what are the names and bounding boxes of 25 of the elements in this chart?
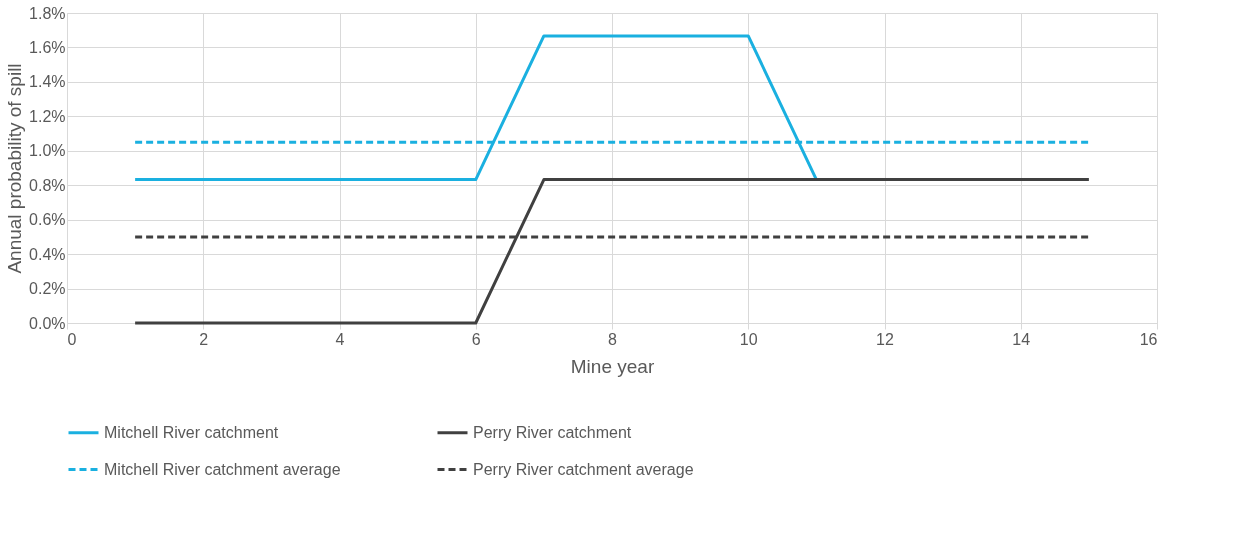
x-tick-label: 12 — [876, 330, 894, 348]
x-tick-label: 6 — [471, 330, 481, 348]
y-tick-label: 1.4% — [29, 73, 66, 91]
x-tick-label: 8 — [608, 330, 618, 348]
y-axis-title: Annual probability of spill — [4, 63, 26, 274]
x-tick-label: 16 — [1139, 330, 1158, 348]
y-tick-label: 1.0% — [29, 142, 66, 160]
y-tick-label: 0.2% — [29, 280, 66, 298]
y-tick-label: 1.8% — [29, 4, 66, 22]
legend-label: Perry River catchment — [473, 423, 632, 441]
y-tick-label: 0.4% — [29, 245, 66, 263]
x-axis-title: Mine year — [570, 355, 655, 377]
y-tick-label: 0.8% — [29, 176, 66, 194]
y-tick-label: 1.2% — [29, 107, 66, 125]
x-tick-label: 14 — [1012, 330, 1031, 348]
y-tick-label: 0.6% — [29, 211, 66, 229]
y-tick-label: 1.6% — [29, 38, 66, 56]
legend-label: Mitchell River catchment average — [104, 460, 341, 478]
y-tick-label: 0.0% — [29, 314, 66, 332]
x-tick-label: 0 — [67, 330, 77, 348]
legend-label: Perry River catchment average — [473, 460, 694, 478]
legend-label: Mitchell River catchment — [104, 423, 279, 441]
x-tick-label: 10 — [739, 330, 758, 348]
x-tick-label: 4 — [335, 330, 345, 348]
x-tick-label: 2 — [199, 330, 209, 348]
